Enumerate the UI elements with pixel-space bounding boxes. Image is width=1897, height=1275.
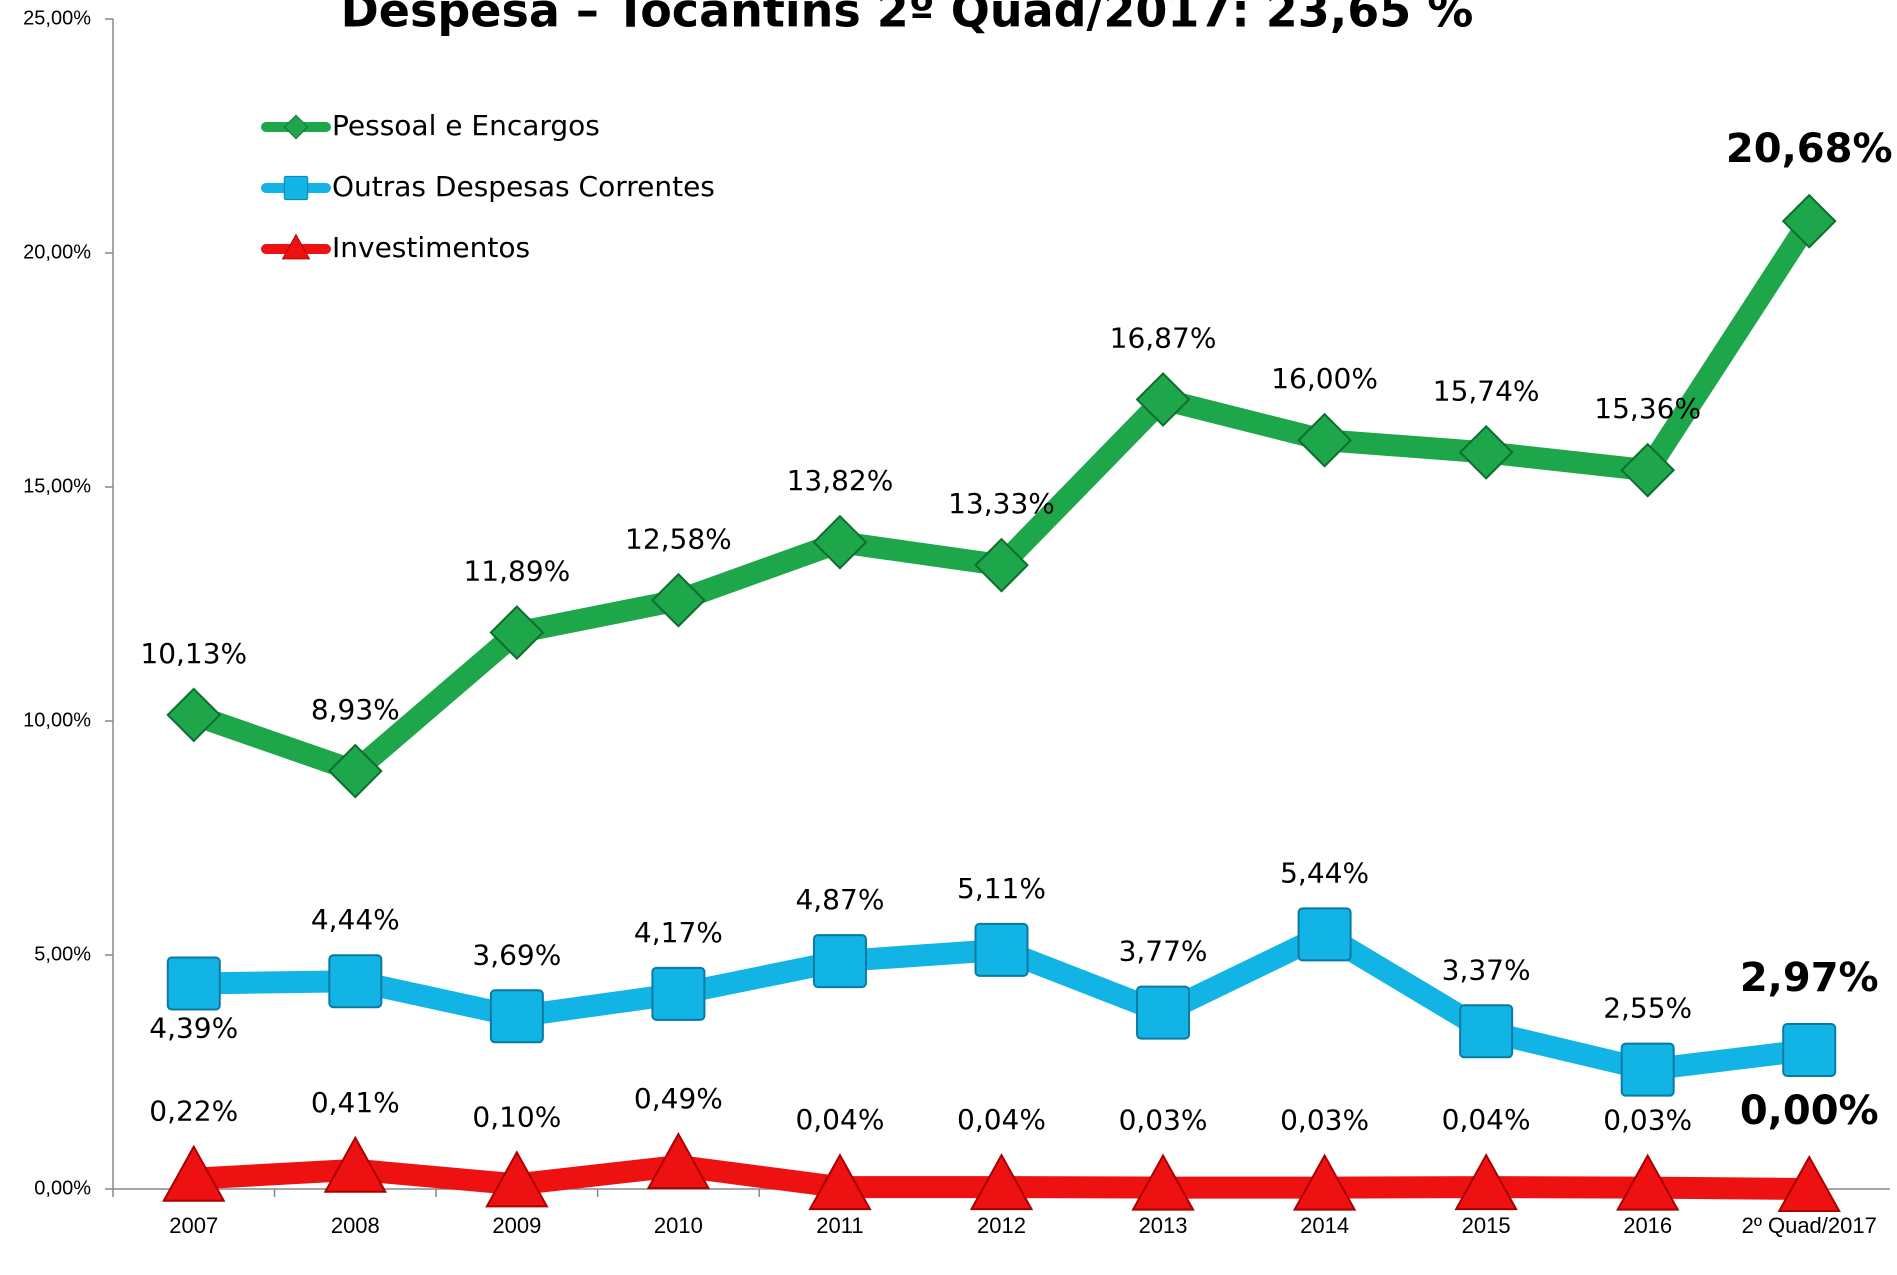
square-marker <box>1459 1004 1514 1059</box>
square-marker <box>812 934 867 989</box>
y-tick-label: 25,00% <box>23 7 91 29</box>
triangle-marker <box>1292 1153 1357 1211</box>
value-label: 13,33% <box>948 487 1055 520</box>
legend-marker <box>281 233 311 260</box>
legend-marker <box>283 175 309 201</box>
value-label: 2,55% <box>1603 992 1692 1025</box>
square-marker <box>328 954 383 1009</box>
value-label: 11,89% <box>463 555 570 588</box>
value-label: 3,77% <box>1119 935 1208 968</box>
x-tick-label: 2007 <box>169 1213 218 1238</box>
y-tick-label: 0,00% <box>34 1177 91 1199</box>
x-tick-label: 2013 <box>1139 1213 1188 1238</box>
triangle-marker <box>969 1153 1034 1211</box>
triangle-marker <box>1131 1153 1195 1211</box>
x-tick-label: 2º Quad/2017 <box>1742 1213 1877 1238</box>
value-label: 4,17% <box>634 916 723 949</box>
chart-title: Despesa – Tocantins 2º Quad/2017: 23,65 … <box>341 0 1474 38</box>
diamond-marker <box>1781 193 1837 249</box>
triangle-marker <box>323 1135 388 1193</box>
x-tick-label: 2016 <box>1623 1213 1672 1238</box>
square-marker <box>166 956 221 1011</box>
value-label: 16,00% <box>1271 362 1378 395</box>
diamond-marker <box>650 572 706 628</box>
y-tick-label: 15,00% <box>23 475 91 497</box>
x-tick-label: 2008 <box>331 1213 380 1238</box>
triangle-marker <box>646 1132 711 1190</box>
value-label: 5,44% <box>1280 856 1369 889</box>
value-label: 8,93% <box>311 693 400 726</box>
value-label: 0,00% <box>1740 1088 1879 1134</box>
value-label: 3,37% <box>1442 953 1531 986</box>
x-tick-label: 2009 <box>492 1213 541 1238</box>
value-label: 0,10% <box>472 1100 561 1133</box>
value-label: 0,04% <box>957 1103 1046 1136</box>
square-marker <box>1620 1042 1675 1097</box>
x-tick-label: 2012 <box>977 1213 1026 1238</box>
value-label: 0,03% <box>1603 1104 1692 1137</box>
legend-label: Pessoal e Encargos <box>332 109 600 142</box>
diamond-marker <box>974 537 1029 593</box>
value-label: 20,68% <box>1726 126 1893 172</box>
triangle-marker <box>162 1144 226 1202</box>
x-tick-label: 2011 <box>816 1213 863 1238</box>
value-label: 0,41% <box>311 1086 400 1119</box>
value-label: 0,04% <box>795 1103 884 1136</box>
diamond-marker <box>1135 372 1191 427</box>
value-label: 4,44% <box>311 903 400 936</box>
value-label: 0,04% <box>1442 1103 1531 1136</box>
value-label: 0,22% <box>149 1095 238 1128</box>
x-tick-label: 2015 <box>1462 1213 1511 1238</box>
square-marker <box>1782 1023 1837 1078</box>
diamond-marker <box>1297 412 1353 468</box>
triangle-marker <box>1777 1154 1841 1212</box>
y-tick-label: 10,00% <box>23 709 91 731</box>
value-label: 13,82% <box>787 464 894 497</box>
diamond-marker <box>1620 442 1676 498</box>
value-label: 4,39% <box>149 1012 238 1045</box>
legend-marker <box>283 114 309 140</box>
value-label: 4,87% <box>795 883 884 916</box>
diamond-marker <box>489 605 545 660</box>
value-label: 16,87% <box>1110 321 1217 354</box>
square-marker <box>651 966 706 1021</box>
legend-label: Outras Despesas Correntes <box>332 170 715 203</box>
square-marker <box>1136 985 1191 1040</box>
value-label: 3,69% <box>472 938 561 971</box>
square-marker <box>974 922 1029 977</box>
legend-label: Investimentos <box>332 231 530 264</box>
triangle-marker <box>485 1150 549 1208</box>
y-tick-label: 20,00% <box>23 241 91 263</box>
value-label: 15,36% <box>1594 392 1701 425</box>
diamond-marker <box>166 687 222 743</box>
diamond-marker <box>327 743 383 799</box>
value-label: 0,03% <box>1119 1104 1208 1137</box>
value-label: 12,58% <box>625 522 732 555</box>
x-tick-label: 2010 <box>654 1213 703 1238</box>
triangle-marker <box>1615 1153 1680 1211</box>
x-tick-label: 2014 <box>1300 1213 1349 1238</box>
value-label: 10,13% <box>140 637 247 670</box>
triangle-marker <box>808 1153 872 1211</box>
value-label: 0,49% <box>634 1082 723 1115</box>
value-label: 0,03% <box>1280 1104 1369 1137</box>
value-label: 2,97% <box>1740 955 1879 1001</box>
diamond-marker <box>1458 424 1514 480</box>
square-marker <box>489 989 544 1044</box>
value-label: 5,11% <box>957 872 1046 905</box>
triangle-marker <box>1454 1153 1518 1211</box>
square-marker <box>1297 907 1352 962</box>
diamond-marker <box>812 514 868 570</box>
value-label: 15,74% <box>1433 374 1540 407</box>
y-tick-label: 5,00% <box>34 943 91 965</box>
